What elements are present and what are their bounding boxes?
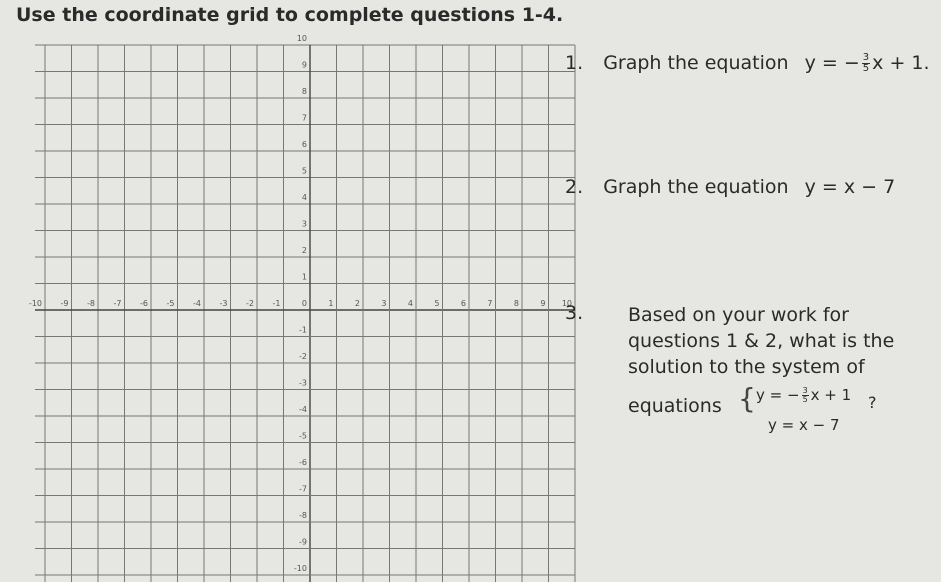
x-axis-label: -3	[220, 299, 228, 308]
equation-lhs: y = −	[804, 52, 860, 74]
x-axis-label: 5	[434, 299, 439, 308]
equation-lhs: y = −	[756, 386, 800, 404]
question-3-lead: equations	[628, 395, 722, 417]
x-axis-label: -9	[61, 299, 69, 308]
y-axis-label: -4	[299, 405, 307, 414]
y-axis-label: -2	[299, 352, 307, 361]
y-axis-label: -8	[299, 511, 307, 520]
question-text: Graph the equation	[603, 52, 789, 74]
x-axis-label: 2	[355, 299, 360, 308]
y-axis-label: 7	[302, 114, 307, 123]
x-axis-label: -10	[29, 299, 42, 308]
x-axis-label: 0	[302, 299, 307, 308]
x-axis-label: -6	[140, 299, 148, 308]
y-axis-label: -1	[299, 326, 307, 335]
y-axis-label: 3	[302, 220, 307, 229]
title: Use the coordinate grid to complete ques…	[16, 4, 564, 26]
y-axis-label: 2	[302, 246, 307, 255]
x-axis-label: 1	[328, 299, 333, 308]
question-2: 2. Graph the equation y = x − 7	[565, 176, 895, 198]
x-axis-label: 10	[562, 299, 572, 308]
y-axis-label: 1	[302, 273, 307, 282]
denominator: 5	[802, 395, 808, 404]
x-axis-label: -8	[87, 299, 95, 308]
y-axis-label: 6	[302, 140, 307, 149]
system-eq-1: y = −3 5 x + 1	[756, 386, 851, 404]
x-axis-label: 3	[381, 299, 386, 308]
y-axis-label: -3	[299, 379, 307, 388]
brace: {	[738, 382, 756, 415]
numerator: 3	[801, 386, 809, 396]
y-axis-label: -9	[299, 538, 307, 547]
y-axis-label: 4	[302, 193, 307, 202]
equation: y = x − 7	[804, 176, 896, 198]
system-eq-2: y = x − 7	[768, 416, 840, 434]
x-axis-label: -4	[193, 299, 201, 308]
x-axis-label: 6	[461, 299, 466, 308]
y-axis-label: 5	[302, 167, 307, 176]
x-axis-label: -1	[273, 299, 281, 308]
x-axis-label: 4	[408, 299, 413, 308]
numerator: 3	[861, 52, 871, 64]
question-text: Graph the equation	[603, 176, 789, 198]
x-axis-label: 9	[540, 299, 545, 308]
y-axis-label: 9	[302, 61, 307, 70]
x-axis-label: 8	[514, 299, 519, 308]
y-axis-label: -5	[299, 432, 307, 441]
y-axis-label: 10	[297, 34, 307, 43]
denominator: 5	[862, 63, 870, 74]
question-3-number: 3.	[565, 302, 584, 324]
y-axis-label: 8	[302, 87, 307, 96]
question-number: 2.	[565, 176, 584, 198]
question-3-text: Based on your work for questions 1 & 2, …	[628, 304, 895, 378]
x-axis-label: -5	[167, 299, 175, 308]
question-1: 1. Graph the equation y = −3 5 x + 1.	[565, 52, 930, 74]
equation-rhs: x + 1	[810, 386, 852, 404]
equation: y = −3 5 x + 1.	[805, 52, 930, 74]
x-axis-label: -2	[246, 299, 254, 308]
question-mark: ?	[868, 393, 877, 412]
y-axis-label: -7	[299, 485, 307, 494]
y-axis-label: -10	[294, 564, 307, 573]
x-axis-label: -7	[114, 299, 122, 308]
y-axis-label: -6	[299, 458, 307, 467]
question-number: 1.	[565, 52, 584, 74]
coordinate-grid: -10 -9 -8 -7 -6 -5 -4 -3 -2 -1 0 1 2 3 4 5 6 7 8 9 101098765…	[29, 34, 576, 582]
equation-rhs: x + 1.	[872, 52, 930, 74]
x-axis-label: 7	[487, 299, 492, 308]
